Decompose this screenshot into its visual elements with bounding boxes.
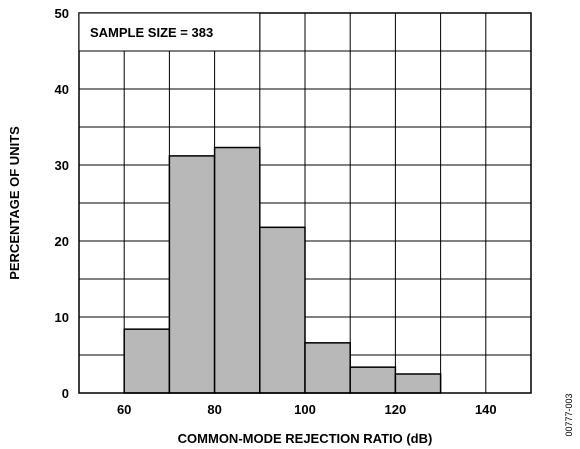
x-axis-title: COMMON-MODE REJECTION RATIO (dB) [178, 431, 433, 446]
histogram-bar [394, 373, 442, 394]
x-tick-labels: 60 80 100 120 140 [117, 402, 497, 417]
x-tick-label: 100 [294, 402, 316, 417]
plot-frame [78, 12, 532, 394]
y-tick-label: 0 [62, 386, 69, 401]
histogram-bar [349, 366, 397, 394]
x-tick-label: 60 [117, 402, 131, 417]
histogram-bar [123, 328, 171, 394]
histogram-bar [213, 146, 261, 394]
y-tick-label: 30 [55, 158, 69, 173]
histogram-bar [168, 155, 216, 394]
histogram-bar [259, 226, 306, 394]
y-tick-labels: 0 10 20 30 40 50 [55, 6, 69, 401]
histogram-bars [123, 146, 442, 394]
x-tick-label: 80 [207, 402, 221, 417]
y-tick-label: 50 [55, 6, 69, 21]
x-tick-label: 120 [385, 402, 407, 417]
y-axis-title: PERCENTAGE OF UNITS [7, 126, 22, 280]
sample-size-annotation: SAMPLE SIZE = 383 [90, 25, 213, 40]
y-tick-label: 10 [55, 310, 69, 325]
x-tick-label: 140 [475, 402, 497, 417]
histogram-bar [304, 342, 351, 394]
figure-id: 00777-003 [564, 393, 574, 436]
y-tick-label: 40 [55, 82, 69, 97]
y-tick-label: 20 [55, 234, 69, 249]
sample-size-box [78, 12, 261, 52]
